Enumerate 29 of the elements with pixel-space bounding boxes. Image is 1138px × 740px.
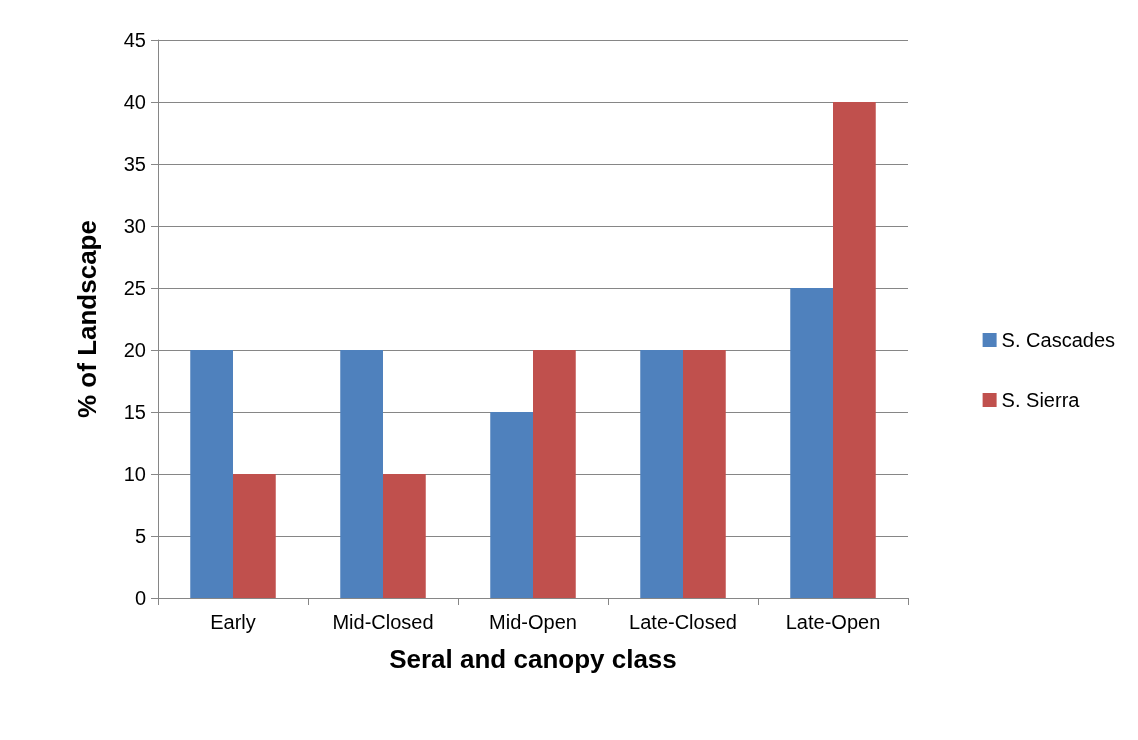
y-tick-label: 0: [134, 587, 146, 609]
bar: [190, 350, 233, 598]
y-tick-label: 10: [123, 463, 146, 485]
bar: [233, 474, 276, 598]
bar: [340, 350, 383, 598]
bar: [490, 412, 533, 598]
legend-label: S. Cascades: [1001, 329, 1115, 351]
x-tick-label: Late-Closed: [629, 611, 737, 633]
y-tick-label: 35: [123, 153, 146, 175]
x-axis-title: Seral and canopy class: [389, 644, 677, 674]
bar: [533, 350, 576, 598]
y-tick-label: 40: [123, 91, 146, 113]
y-tick-label: 5: [134, 525, 146, 547]
y-tick-label: 15: [123, 401, 146, 423]
y-axis-title: % of Landscape: [72, 220, 102, 418]
y-tick-label: 20: [123, 339, 146, 361]
bar: [640, 350, 683, 598]
y-tick-label: 25: [123, 277, 146, 299]
legend-label: S. Sierra: [1001, 389, 1081, 411]
x-tick-label: Late-Open: [785, 611, 881, 633]
x-tick-label: Mid-Closed: [332, 611, 434, 633]
bar: [683, 350, 726, 598]
x-tick-label: Mid-Open: [489, 611, 577, 633]
bar: [383, 474, 426, 598]
y-tick-label: 45: [123, 29, 146, 51]
x-tick-label: Early: [210, 611, 256, 633]
bar: [833, 102, 876, 598]
bar: [790, 288, 833, 598]
y-tick-label: 30: [123, 215, 146, 237]
